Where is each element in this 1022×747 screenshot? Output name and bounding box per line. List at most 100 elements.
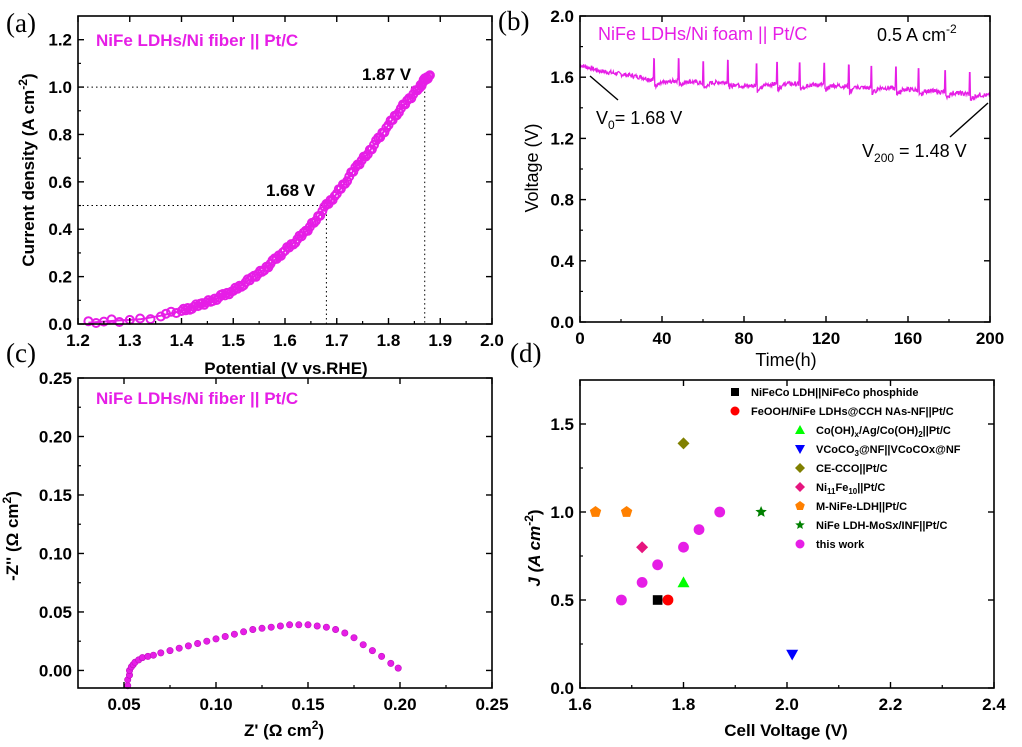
panel-c-x-axis-label-main: Z' (Ω cm xyxy=(244,721,312,740)
panel-a-data-point xyxy=(329,191,340,202)
legend-label-3-part: 3 xyxy=(855,449,860,458)
legend-label-7: NiFe LDH-MoSx/INF||Pt/C xyxy=(816,520,947,532)
legend-label-6: M-NiFe-LDH||Pt/C xyxy=(816,501,907,513)
panel-d-x-tick-label: 2.0 xyxy=(775,695,799,714)
legend-label-7-part: NiFe LDH-MoSx/INF||Pt/C xyxy=(816,520,947,532)
panel-c-x-tick-label: 0.10 xyxy=(199,695,232,714)
panel-d-point-vcoco3-nf-vcocox-nf xyxy=(786,649,799,661)
panel-b-y-tick-label: 2.0 xyxy=(550,7,574,26)
panel-a-data-point xyxy=(171,308,182,318)
panel-a-data-point xyxy=(360,151,371,162)
panel-a-reference-lines xyxy=(78,86,426,324)
legend-label-3-part: VCoCO xyxy=(816,444,855,456)
panel-a-data-point xyxy=(201,297,212,308)
panel-a-y-tick-label: 0.0 xyxy=(48,315,72,334)
panel-d-x-tick-label: 1.8 xyxy=(672,695,696,714)
legend-label-2-part: x xyxy=(855,430,860,439)
panel-b-x-tick-label: 200 xyxy=(976,329,1004,348)
panel-c-data-point xyxy=(212,635,220,643)
panel-d-y-axis-label-end: ) xyxy=(525,509,544,515)
legend-label-2: Co(OH)x/Ag/Co(OH)2||Pt/C xyxy=(816,425,951,439)
legend-label-0: NiFeCo LDH||NiFeCo phosphide xyxy=(751,387,918,399)
panel-c-data-point xyxy=(240,628,248,636)
legend-label-2-part: /Ag/Co(OH) xyxy=(859,425,919,437)
panel-a-axes xyxy=(77,15,493,325)
panel-d-point-nife-ldh-mosx-inf-pt-c xyxy=(755,506,767,517)
panel-c-x-tick-label: 0.20 xyxy=(383,695,416,714)
panel-b-y-tick-label: 0.8 xyxy=(550,191,574,210)
panel-c-data-point xyxy=(221,632,229,640)
panel-d-y-axis-label-main: J (A cm xyxy=(525,526,544,587)
panel-b-x-axis-label: Time(h) xyxy=(755,350,816,370)
panel-b-x-tick-label: 120 xyxy=(812,329,840,348)
panel-b-condition-main: 0.5 A cm xyxy=(877,25,946,45)
panel-b-v200-arrow xyxy=(949,102,989,138)
panel-a-polarization-chart: (a) NiFe LDHs/Ni fiber || Pt/C 1.2 1.3 1.4… xyxy=(6,8,504,378)
panel-b-x-tick-label: 160 xyxy=(894,329,922,348)
panel-c-data-point xyxy=(267,623,275,631)
legend-label-8-part: this work xyxy=(816,539,865,551)
panel-c-y-tick-label: 0.10 xyxy=(39,544,72,563)
panel-c-data-point xyxy=(322,623,330,631)
panel-d-y-axis-label-sup: -2 xyxy=(522,515,536,526)
panel-c-data-point xyxy=(387,659,395,667)
panel-d-point-nifeco-ldh-nifeco-phosphide xyxy=(652,595,663,605)
panel-a-y-axis-label-end: ) xyxy=(19,73,38,79)
panel-c-y-axis-label-main: -Z'' (Ω cm xyxy=(3,503,22,580)
panel-c-data-point xyxy=(184,642,192,650)
panel-a-x-tick-label: 1.6 xyxy=(273,331,297,350)
panel-d-ticks: 1.6 1.8 2.0 2.2 2.4 0.0 0.5 1.0 1.5 xyxy=(550,380,1006,714)
panel-b-axes xyxy=(579,15,991,323)
legend-marker-1 xyxy=(730,406,740,416)
panel-a-x-tick-label: 1.9 xyxy=(428,331,452,350)
panel-a-x-tick-label: 1.2 xyxy=(66,331,90,350)
legend-label-5-part: 10 xyxy=(848,487,857,496)
legend-label-0-part: NiFeCo LDH||NiFeCo phosphide xyxy=(751,387,918,399)
legend-label-4: CE-CCO||Pt/C xyxy=(816,463,888,475)
panel-c-title: NiFe LDHs/Ni fiber || Pt/C xyxy=(96,389,298,408)
panel-c-data-point xyxy=(194,639,202,647)
panel-c-data-point xyxy=(304,621,312,629)
panel-b-frame xyxy=(579,15,991,323)
panel-a-data-point xyxy=(145,314,156,325)
legend-marker-7 xyxy=(795,520,805,529)
panel-c-x-tick-label: 0.05 xyxy=(107,695,140,714)
legend-label-6-part: M-NiFe-LDH||Pt/C xyxy=(816,501,907,513)
panel-a-series xyxy=(83,70,435,328)
panel-c-data-point xyxy=(149,651,157,659)
panel-b-y-tick-label: 0.4 xyxy=(550,252,574,271)
legend-marker-6 xyxy=(795,501,805,510)
panel-b-v200-rest: = 1.48 V xyxy=(894,141,967,161)
panel-b-series-line xyxy=(579,57,991,101)
panel-c-y-tick-label: 0.15 xyxy=(39,486,72,505)
panel-c-data-point xyxy=(175,644,183,652)
panel-a-x-tick-label: 1.7 xyxy=(325,331,349,350)
panel-c-data-point xyxy=(295,621,303,629)
panel-c-series xyxy=(124,621,402,690)
panel-c-y-tick-label: 0.25 xyxy=(39,369,72,388)
panel-c-data-point xyxy=(359,641,367,649)
legend-label-3: VCoCO3@NF||VCoCOx@NF xyxy=(816,444,961,458)
panel-a-data-point xyxy=(106,314,117,325)
panel-a-data-point xyxy=(161,308,171,319)
panel-a-y-tick-label: 1.0 xyxy=(48,78,72,97)
panel-c-x-axis-label: Z' (Ω cm2) xyxy=(244,718,324,740)
panel-d-legend: NiFeCo LDH||NiFeCo phosphide FeOOH/NiFe L… xyxy=(730,387,961,551)
panel-a-x-tick-label: 1.4 xyxy=(170,331,194,350)
legend-marker-2 xyxy=(795,425,805,434)
panel-a-x-axis-label: Potential (V vs.RHE) xyxy=(204,359,367,378)
panel-c-x-tick-label: 0.25 xyxy=(475,695,508,714)
panel-d-point-feooh-nife-ldhs-cch-nas-nf-pt-c xyxy=(662,594,674,606)
panel-c-x-tick-label: 0.15 xyxy=(291,695,324,714)
panel-c-data-point xyxy=(378,652,386,660)
legend-marker-3 xyxy=(795,445,805,454)
panel-c-y-tick-label: 0.00 xyxy=(39,661,72,680)
panel-c-axes xyxy=(77,377,493,689)
legend-label-5-part: Fe xyxy=(835,482,848,494)
panel-d-point-ni11fe10-pt-c xyxy=(636,541,649,554)
panel-a-y-tick-label: 0.4 xyxy=(48,220,72,239)
legend-label-3-part: @NF||VCoCOx@NF xyxy=(859,444,961,456)
panel-d-comparison-chart: (d) 1.6 1.8 2.0 2.2 2.4 0.0 0.5 1.0 1.5 NiFeCo L… xyxy=(510,338,1006,740)
panel-c-nyquist-chart: (c) NiFe LDHs/Ni fiber || Pt/C 0.05 0.10 0… xyxy=(0,338,509,740)
